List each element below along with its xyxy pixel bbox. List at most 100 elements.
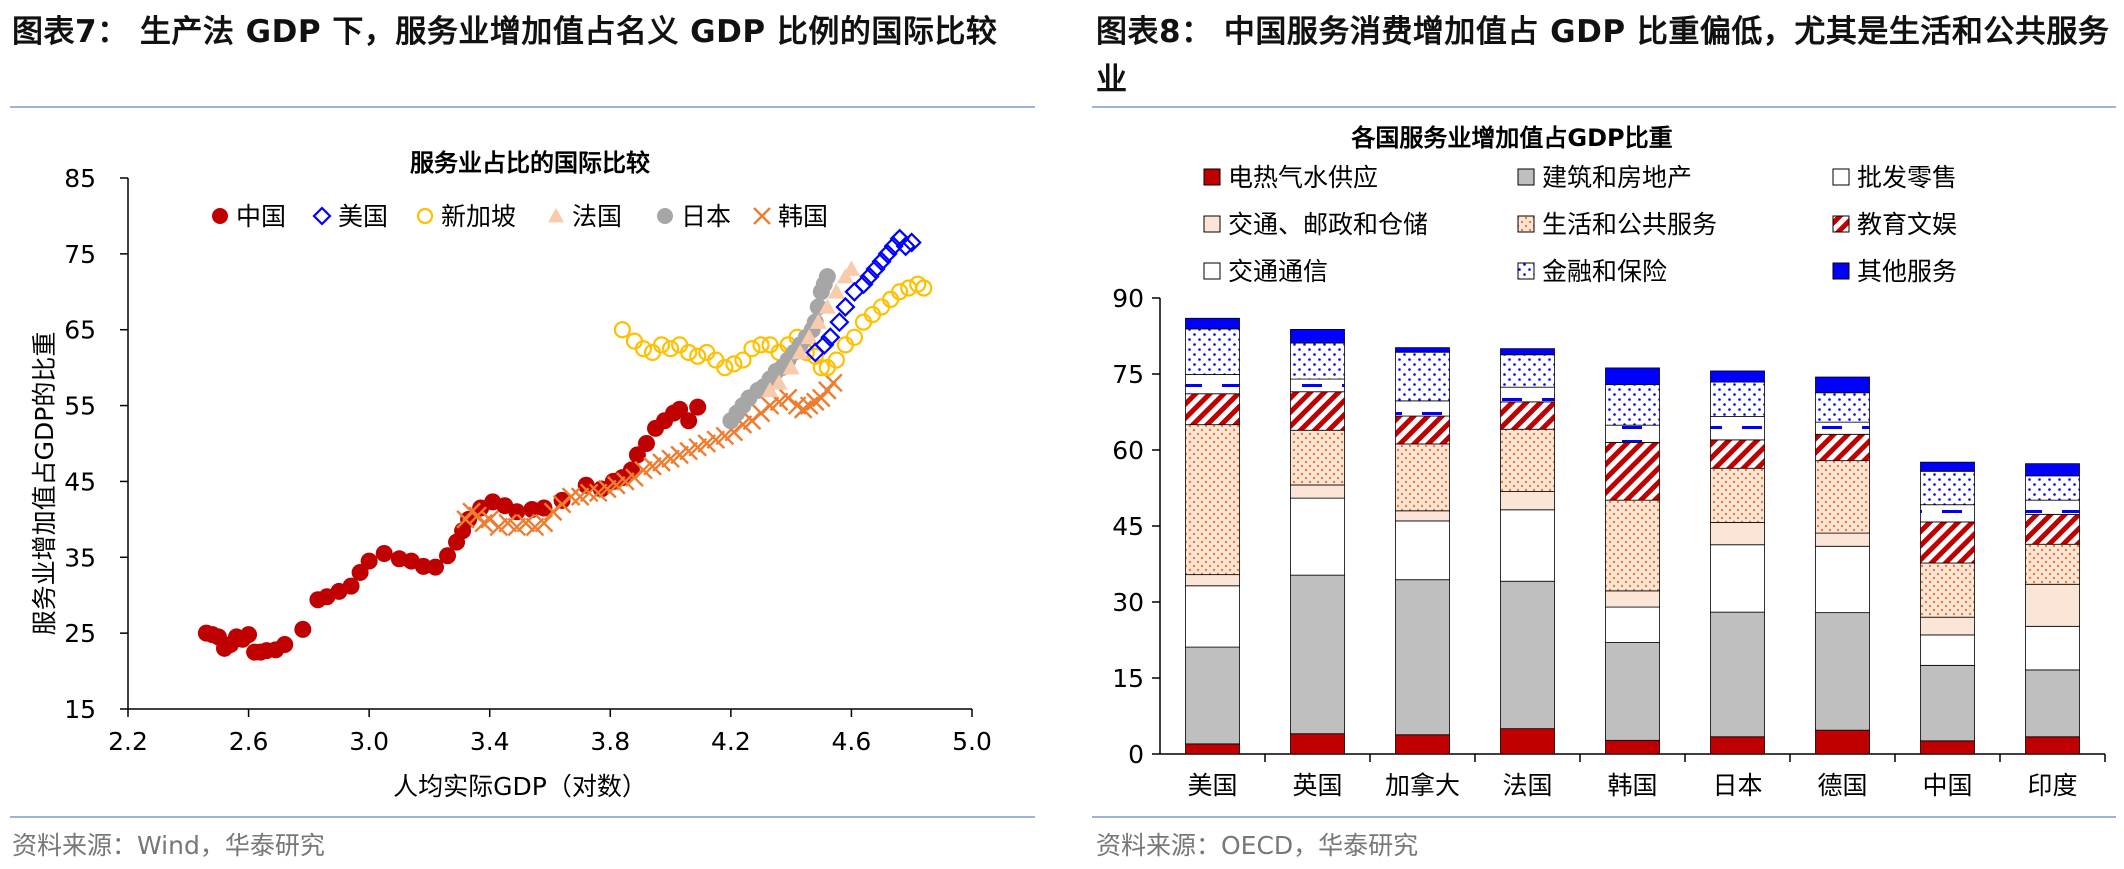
- bar-category-label: 加拿大: [1385, 771, 1460, 800]
- bar-legend-label: 其他服务: [1857, 257, 1957, 286]
- scatter-point-shape: [818, 298, 836, 314]
- scatter-point: [534, 513, 554, 533]
- bar-category-label: 英国: [1292, 771, 1342, 800]
- bar-segment-public_services: [1815, 460, 1870, 534]
- bar-segment-finance: [1920, 470, 1975, 506]
- scatter-point-shape: [814, 334, 835, 355]
- scatter-point-shape: [791, 343, 809, 360]
- scatter-point: [637, 435, 655, 452]
- scatter-point: [661, 340, 680, 358]
- bar-segment-telecom: [1500, 386, 1555, 403]
- scatter-legend-label: 韩国: [778, 202, 828, 231]
- bar-segment-wholesale: [1395, 520, 1450, 581]
- scatter-point: [818, 298, 836, 314]
- bar-segment-telecom: [1920, 504, 1975, 523]
- scatter-point-shape: [889, 228, 910, 249]
- scatter-point-shape: [535, 499, 553, 517]
- bar-segment-other: [1500, 348, 1555, 356]
- left-source-rule: [10, 816, 1035, 818]
- bar-legend-swatch: [1832, 262, 1850, 280]
- bar-legend-label: 金融和保险: [1542, 257, 1667, 286]
- scatter-point: [535, 499, 553, 517]
- scatter-point-shape: [671, 400, 689, 418]
- scatter-point: [844, 281, 865, 302]
- scatter-point: [901, 232, 922, 253]
- scatter-point: [553, 491, 571, 509]
- bar-segment-transport: [1395, 510, 1450, 522]
- bar-segment-other: [1710, 370, 1765, 383]
- bar-segment-construction: [1395, 579, 1450, 736]
- scatter-y-tick-label: 45: [64, 467, 96, 496]
- scatter-point-shape: [637, 435, 655, 452]
- bar-legend-swatch: [1203, 262, 1221, 280]
- scatter-point: [829, 312, 850, 333]
- scatter-point: [414, 557, 432, 575]
- bar-segment-utilities: [1395, 734, 1450, 755]
- bar-segment-finance: [1500, 354, 1555, 388]
- scatter-point-shape: [534, 513, 554, 533]
- scatter-point-shape: [743, 340, 761, 358]
- bar-segment-finance: [1290, 342, 1345, 380]
- bar-category-label: 中国: [1922, 771, 1972, 800]
- bar-legend-label: 交通通信: [1228, 257, 1328, 286]
- bar-legend-label: 生活和公共服务: [1542, 210, 1717, 239]
- scatter-point-shape: [827, 283, 845, 299]
- bar-segment-finance: [1395, 351, 1450, 402]
- scatter-x-tick-label: 3.8: [590, 727, 630, 756]
- scatter-point-shape: [900, 279, 918, 297]
- scatter-point-shape: [553, 491, 571, 509]
- bar-segment-other: [1395, 347, 1450, 353]
- bar-segment-construction: [1290, 574, 1345, 735]
- bar-segment-other: [1605, 367, 1660, 386]
- scatter-point-shape: [240, 626, 258, 644]
- scatter-point-shape: [734, 351, 752, 369]
- bar-segment-other: [1290, 329, 1345, 344]
- bar-segment-other: [1185, 317, 1240, 330]
- bar-segment-transport: [1920, 616, 1975, 636]
- bar-legend-label: 电热气水供应: [1228, 163, 1378, 192]
- bar-legend-swatch: [1517, 168, 1535, 186]
- scatter-legend-label: 美国: [338, 202, 388, 231]
- scatter-point-shape: [689, 347, 707, 365]
- scatter-x-tick-label: 4.6: [832, 727, 872, 756]
- bar-segment-wholesale: [1605, 606, 1660, 643]
- scatter-point: [734, 351, 752, 369]
- bar-segment-wholesale: [1815, 545, 1870, 614]
- scatter-point: [809, 313, 827, 329]
- bar-legend-swatch: [1832, 168, 1850, 186]
- bar-segment-wholesale: [1920, 634, 1975, 666]
- bar-category-label: 美国: [1187, 771, 1237, 800]
- scatter-point: [915, 279, 933, 297]
- scatter-x-axis-label: 人均实际GDP（对数）: [393, 772, 647, 801]
- bar-y-tick-label: 45: [1112, 512, 1144, 541]
- scatter-point-shape: [725, 355, 743, 373]
- scatter-point-shape: [498, 513, 518, 533]
- scatter-chart: 服务业占比的国际比较 15 25 35 45 55 65 75 85 2.2 2.6 3.0 3.4 3.…: [30, 149, 992, 801]
- bar-segment-transport: [2025, 583, 2080, 627]
- scatter-point: [579, 483, 599, 503]
- bar-segment-transport: [1710, 522, 1765, 546]
- scatter-point: [577, 476, 595, 494]
- bar-segment-transport: [1185, 574, 1240, 587]
- scatter-point-shape: [628, 446, 646, 464]
- scatter-point-shape: [375, 544, 393, 562]
- scatter-point-shape: [844, 281, 865, 302]
- scatter-point: [474, 513, 494, 533]
- scatter-legend-marker-shape: [212, 208, 228, 224]
- scatter-x-tick-label: 3.4: [470, 727, 510, 756]
- bar-segment-construction: [2025, 669, 2080, 738]
- scatter-legend-marker: [657, 208, 673, 224]
- scatter-point-shape: [579, 483, 599, 503]
- scatter-y-tick-label: 65: [64, 316, 96, 345]
- bar-legend-label: 建筑和房地产: [1542, 163, 1692, 192]
- bar-segment-finance: [1710, 381, 1765, 417]
- scatter-point-shape: [680, 343, 698, 362]
- scatter-legend-marker-shape: [416, 207, 434, 225]
- bar-segment-construction: [1920, 664, 1975, 742]
- bar-segment-utilities: [1605, 739, 1660, 755]
- scatter-point-shape: [661, 340, 680, 358]
- scatter-legend-marker: [312, 206, 332, 226]
- scatter-point: [716, 359, 734, 377]
- scatter-point: [634, 340, 653, 358]
